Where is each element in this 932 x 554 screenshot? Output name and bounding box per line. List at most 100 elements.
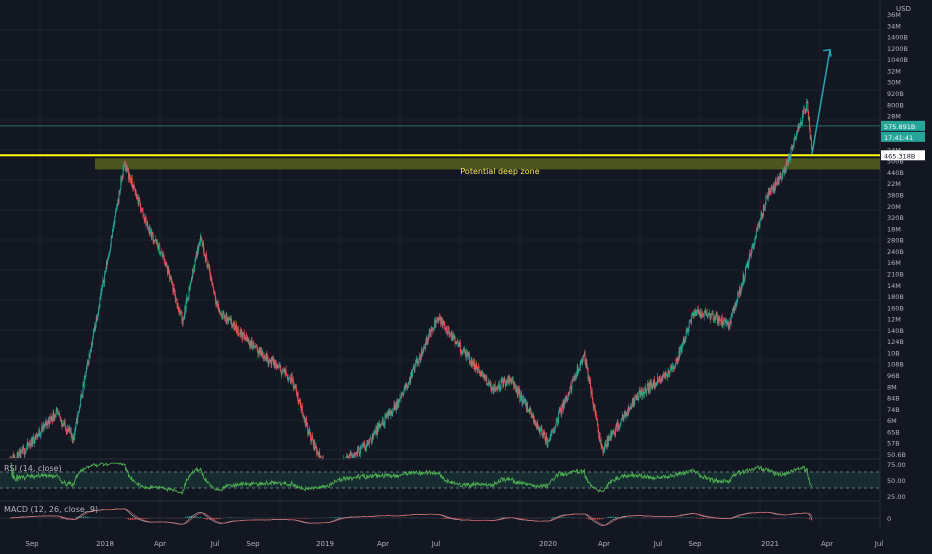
candle-body — [292, 374, 293, 379]
macd-bar — [565, 517, 566, 518]
macd-bar — [588, 518, 589, 519]
candle-body — [523, 396, 524, 402]
macd-bar — [130, 518, 131, 520]
macd-bar — [608, 517, 609, 518]
macd-bar — [739, 517, 740, 518]
last-price-badge: 575.891B — [884, 123, 915, 131]
macd-bar — [126, 518, 127, 519]
macd-bar — [601, 518, 602, 519]
rsi-title: RSI (14, close) — [4, 464, 62, 473]
macd-bar — [62, 518, 63, 519]
candle-body — [807, 101, 808, 111]
candle-body — [709, 313, 710, 314]
price-tick: 440B — [887, 169, 904, 177]
candle-body — [140, 202, 141, 204]
macd-bar — [624, 517, 625, 518]
candle-body — [198, 247, 199, 251]
price-tick: 210B — [887, 270, 904, 278]
price-tick: 28M — [887, 113, 901, 121]
macd-bar — [809, 518, 810, 519]
rsi-tick: 50.00 — [887, 477, 906, 485]
macd-bar — [304, 518, 305, 519]
price-tick: 34M — [887, 22, 901, 30]
candle-body — [366, 447, 367, 449]
macd-bar — [707, 518, 708, 519]
candle-body — [558, 413, 559, 422]
macd-bar — [520, 518, 521, 519]
macd-bar — [83, 517, 84, 518]
candle-body — [592, 392, 593, 398]
price-tick: 96B — [887, 372, 900, 380]
macd-bar — [611, 517, 612, 518]
candle-body — [806, 102, 807, 111]
candle-body — [685, 339, 686, 342]
candle-body — [219, 310, 220, 313]
candle-body — [802, 114, 803, 123]
candle-body — [343, 459, 344, 460]
macd-bar — [231, 517, 232, 518]
price-tick: 124B — [887, 338, 904, 346]
time-tick: Jul — [210, 540, 220, 548]
candle-body — [466, 352, 467, 357]
macd-bar — [128, 518, 129, 520]
candle-body — [349, 458, 350, 459]
macd-bar — [741, 517, 742, 518]
macd-bar — [701, 518, 702, 519]
candle-body — [359, 447, 360, 453]
time-tick: Apr — [598, 540, 610, 548]
candle-body — [320, 455, 321, 458]
candle-body — [731, 317, 732, 324]
macd-bar — [699, 518, 700, 519]
price-tick: 320B — [887, 214, 904, 222]
countdown-badge: 17:41:41 — [884, 134, 913, 142]
macd-bar — [522, 518, 523, 519]
macd-bar — [554, 517, 555, 518]
time-tick: Sep — [688, 540, 702, 548]
candle-body — [403, 394, 404, 395]
candle-body — [393, 409, 394, 410]
price-tick: 1040B — [887, 56, 908, 64]
candle-body — [687, 328, 688, 332]
price-tick: 160B — [887, 304, 904, 312]
price-tick: 108B — [887, 361, 904, 369]
price-tick: 65B — [887, 428, 900, 436]
candle-body — [164, 261, 165, 263]
macd-bar — [85, 517, 86, 518]
macd-title: MACD (12, 26, close, 9) — [4, 505, 98, 514]
candle-body — [10, 458, 11, 459]
candle-body — [521, 393, 522, 400]
macd-bar — [214, 518, 215, 519]
price-tick: 74B — [887, 406, 900, 414]
candle-body — [262, 352, 263, 357]
price-tick: 10B — [887, 349, 900, 357]
macd-bar — [444, 518, 445, 519]
candle-body — [620, 421, 621, 424]
candle-body — [33, 437, 34, 441]
price-tick: 8M — [887, 383, 897, 391]
price-tick: 380B — [887, 192, 904, 200]
macd-bar — [552, 517, 553, 518]
macd-bar — [89, 517, 90, 518]
macd-bar — [610, 517, 611, 518]
candle-body — [462, 350, 463, 353]
candle-body — [803, 109, 804, 114]
macd-bar — [586, 518, 587, 519]
candle-body — [59, 413, 60, 416]
macd-bar — [340, 517, 341, 518]
macd-bar — [198, 517, 199, 518]
macd-bar — [443, 518, 444, 519]
time-tick: Jul — [431, 540, 441, 548]
candle-body — [93, 332, 94, 338]
time-tick: Sep — [25, 540, 39, 548]
macd-bar — [218, 518, 219, 519]
candle-body — [302, 406, 303, 416]
price-tick: 32M — [887, 67, 901, 75]
candle-body — [582, 361, 583, 364]
price-tick: 30M — [887, 79, 901, 87]
macd-bar — [680, 517, 681, 518]
macd-bar — [550, 517, 551, 518]
price-tick: 16M — [887, 259, 901, 267]
level-badge: 465.318B — [884, 152, 915, 160]
